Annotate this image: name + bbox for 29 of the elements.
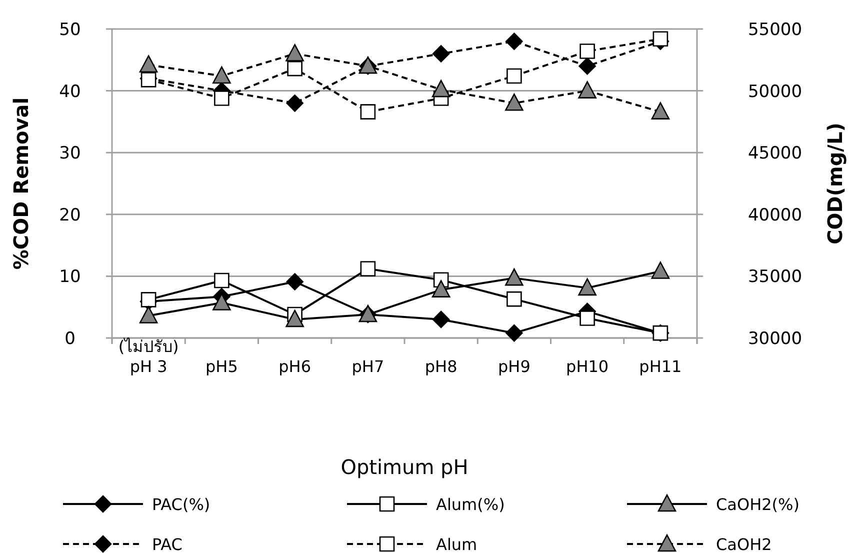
y-tick-label: 30 [59,144,81,164]
x-tick-label: pH8 [424,357,458,376]
legend-label: PAC(%) [152,495,210,514]
x-tick-label: pH9 [498,357,530,376]
legend-label: Alum(%) [436,495,505,514]
x-tick-label: pH6 [278,357,311,376]
x-axis-title: Optimum pH [340,455,468,479]
x-tick-label: pH7 [352,357,384,376]
x-tick-label: (ไม่ปรับ) pH 3 [118,337,179,376]
y-tick-label: 0 [64,329,76,349]
legend-label: CaOH2 [716,535,772,553]
x-tick-label: pH10 [566,357,609,376]
y-tick-label: 50 [59,20,81,40]
legend-label: Alum [436,535,478,553]
legend-label: PAC [152,535,182,553]
y2-tick-label: 35000 [748,267,802,288]
y2-tick-label: 30000 [748,329,802,349]
x-tick-label: pH11 [639,357,682,376]
y2-axis-title: COD(mg/L) [823,122,847,244]
y2-tick-label: 45000 [748,144,802,164]
y-tick-label: 10 [59,267,81,288]
y-tick-label: 20 [59,205,81,226]
y-axis-title: %COD Removal [9,97,33,270]
y2-tick-label: 40000 [748,205,802,226]
x-tick-label: pH5 [206,357,238,376]
y2-tick-label: 55000 [748,20,802,40]
y-tick-label: 40 [59,82,81,102]
y2-tick-label: 50000 [748,82,802,102]
legend-label: CaOH2(%) [716,495,800,514]
